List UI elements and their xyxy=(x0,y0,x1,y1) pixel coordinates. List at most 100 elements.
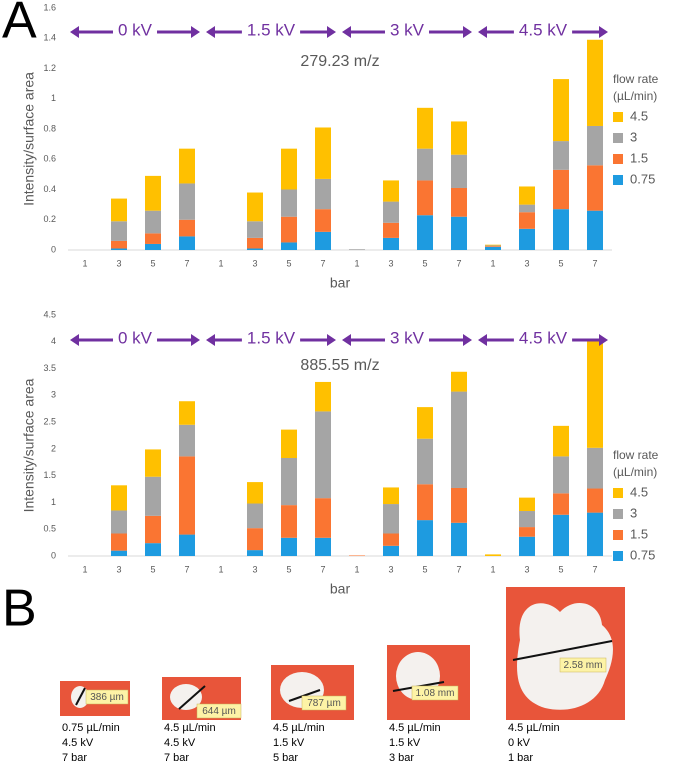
bar-segment xyxy=(519,527,535,537)
x-tick-label: 1 xyxy=(354,258,359,268)
caption-line: 1.5 kV xyxy=(389,737,421,749)
caption-line: 4.5 µL/min xyxy=(508,722,560,734)
x-tick-label: 7 xyxy=(592,258,597,268)
bar-segment xyxy=(553,493,569,515)
bar-segment xyxy=(587,39,603,126)
legend-label: 1.5 xyxy=(630,526,648,541)
bar-segment xyxy=(417,215,433,250)
bar-segment xyxy=(179,456,195,535)
bar-segment xyxy=(111,198,127,222)
x-tick-label: 5 xyxy=(150,564,155,574)
legend-label: 4.5 xyxy=(630,108,648,123)
bar-segment xyxy=(315,127,331,179)
panel-label: A xyxy=(2,0,37,50)
group-label-bg xyxy=(513,22,573,42)
group-label: 3 kV xyxy=(390,328,425,347)
bar-segment xyxy=(417,484,433,521)
bar-segment xyxy=(281,457,297,506)
x-tick-label: 7 xyxy=(320,258,325,268)
y-tick-label: 3.5 xyxy=(43,363,56,373)
bar-segment xyxy=(111,221,127,241)
bar-segment xyxy=(485,245,501,247)
crater xyxy=(517,603,613,710)
y-tick-label: 0 xyxy=(51,550,56,560)
bar-segment xyxy=(451,216,467,250)
bar-segment xyxy=(179,219,195,237)
x-tick-label: 3 xyxy=(116,564,121,574)
legend-swatch xyxy=(613,133,623,143)
bar-segment xyxy=(145,233,161,244)
measure-label-bg xyxy=(411,685,459,701)
x-tick-label: 5 xyxy=(558,564,563,574)
panel-label: B xyxy=(2,580,37,638)
legend-swatch xyxy=(613,551,623,561)
bar-segment xyxy=(247,528,263,551)
x-tick-label: 5 xyxy=(422,258,427,268)
legend-swatch xyxy=(613,154,623,164)
x-axis-label: bar xyxy=(330,275,351,291)
bar-segment xyxy=(247,248,263,250)
caption-line: 4.5 µL/min xyxy=(164,722,216,734)
caption-line: 4.5 kV xyxy=(164,737,196,749)
caption-line: 0.75 µL/min xyxy=(62,722,120,734)
bar-segment xyxy=(587,125,603,166)
bar-segment xyxy=(587,512,603,556)
bar-segment xyxy=(315,498,331,538)
group-label-bg xyxy=(241,330,301,350)
x-tick-label: 7 xyxy=(320,564,325,574)
bar-segment xyxy=(179,534,195,556)
group-label-bg xyxy=(241,22,301,42)
caption-line: 0 kV xyxy=(508,737,531,749)
legend-title: (µL/min) xyxy=(613,465,657,479)
bar-segment xyxy=(451,487,467,523)
measure-label-bg xyxy=(196,703,242,719)
bar-segment xyxy=(383,533,399,546)
legend-label: 0.75 xyxy=(630,171,655,186)
bar-segment xyxy=(485,246,501,247)
bar-segment xyxy=(383,504,399,534)
bar-segment xyxy=(281,429,297,458)
x-axis-label: bar xyxy=(330,581,351,597)
bar-segment xyxy=(111,485,127,511)
bar-segment xyxy=(179,401,195,425)
bar-segment xyxy=(519,511,535,528)
y-axis-label: Intensity/surface area xyxy=(21,378,37,512)
bar-segment xyxy=(417,438,433,485)
bar-segment xyxy=(587,165,603,211)
legend-label: 4.5 xyxy=(630,484,648,499)
x-tick-label: 5 xyxy=(150,258,155,268)
legend-swatch xyxy=(613,488,623,498)
group-label: 0 kV xyxy=(118,20,153,39)
bar-segment xyxy=(111,533,127,551)
y-tick-label: 0.4 xyxy=(43,184,56,194)
measure-label: 386 µm xyxy=(90,692,124,703)
legend-title: (µL/min) xyxy=(613,89,657,103)
bar-segment xyxy=(247,482,263,504)
x-tick-label: 5 xyxy=(286,564,291,574)
bar-segment xyxy=(111,248,127,250)
measure-line xyxy=(288,689,321,702)
bar-segment xyxy=(553,169,569,210)
bar-segment xyxy=(111,240,127,249)
legend-label: 1.5 xyxy=(630,150,648,165)
bar-segment xyxy=(451,154,467,188)
x-tick-label: 5 xyxy=(286,258,291,268)
y-tick-label: 1 xyxy=(51,93,56,103)
bar-segment xyxy=(315,178,331,210)
legend-swatch xyxy=(613,509,623,519)
caption-line: 7 bar xyxy=(164,752,189,764)
bar-segment xyxy=(315,209,331,232)
bar-segment xyxy=(553,514,569,556)
x-tick-label: 1 xyxy=(354,564,359,574)
group-label: 4.5 kV xyxy=(519,328,568,347)
measure-label: 787 µm xyxy=(307,698,341,709)
y-tick-label: 2.5 xyxy=(43,416,56,426)
bar-segment xyxy=(111,510,127,534)
bar-segment xyxy=(179,236,195,250)
legend-label: 3 xyxy=(630,505,637,520)
y-tick-label: 1 xyxy=(51,497,56,507)
bar-segment xyxy=(553,425,569,457)
bar-segment xyxy=(417,520,433,556)
caption-line: 4.5 µL/min xyxy=(389,722,441,734)
